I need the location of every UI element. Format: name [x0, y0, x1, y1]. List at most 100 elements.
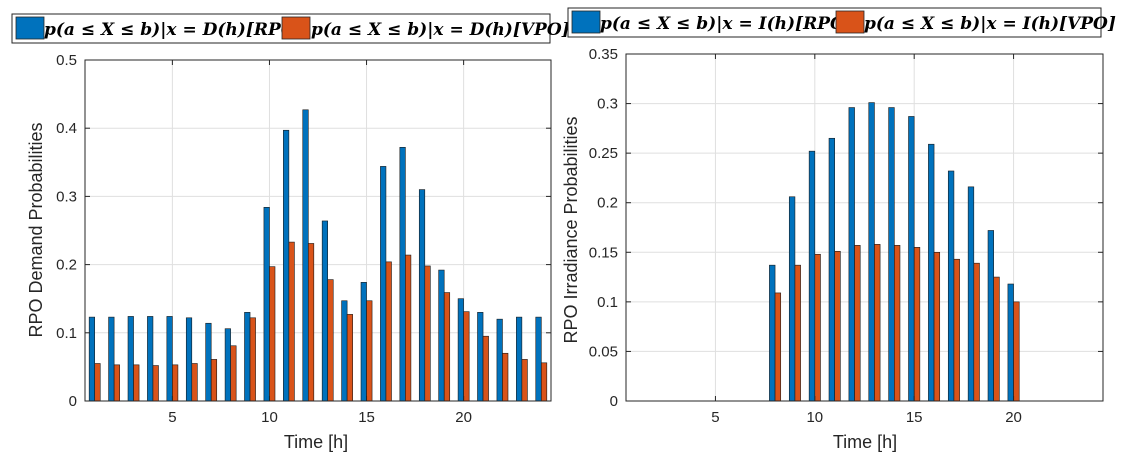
left-xtick-label-15: 15: [358, 409, 375, 426]
right-bar-vpo-14: [894, 245, 901, 402]
right-plot-background: [626, 54, 1103, 401]
right-bar-vpo-9: [794, 264, 801, 402]
left-bar-vpo-14: [346, 314, 353, 402]
right-xtick-label-20: 20: [1005, 409, 1022, 426]
right-legend: p(a ≤ X ≤ b)|x = I(h)[RPO] p(a ≤ X ≤ b)|…: [567, 7, 1116, 38]
right-ytick-label-5: 0.25: [589, 145, 618, 162]
left-bar-rpo-16: [380, 166, 387, 402]
left-bar-vpo-13: [327, 279, 334, 402]
left-y-axis-label: RPO Demand Probabilities: [26, 122, 46, 337]
left-bar-vpo-23: [521, 359, 528, 402]
left-bar-vpo-20: [463, 311, 470, 402]
left-bar-rpo-13: [321, 220, 329, 402]
left-ytick-label-4: 0.4: [56, 120, 77, 137]
right-ytick-label-1: 0.05: [589, 343, 618, 360]
left-bar-vpo-9: [249, 317, 256, 402]
right-ytick-label-2: 0.1: [597, 294, 618, 311]
left-bar-rpo-20: [457, 298, 464, 402]
left-bar-rpo-6: [185, 317, 193, 402]
left-bar-rpo-14: [341, 300, 348, 402]
left-legend-box: [11, 13, 551, 44]
right-bar-rpo-13: [868, 102, 875, 402]
left-plot-background: [85, 60, 551, 401]
right-bar-rpo-12: [848, 107, 855, 402]
right-bar-vpo-15: [913, 247, 921, 402]
left-legend: p(a ≤ X ≤ b)|x = D(h)[RPO] p(a ≤ X ≤ b)|…: [11, 13, 570, 44]
left-bar-vpo-4: [152, 365, 159, 402]
right-bar-vpo-12: [854, 245, 861, 402]
right-ytick-label-3: 0.15: [589, 244, 618, 261]
left-bar-rpo-18: [418, 189, 426, 402]
right-bar-vpo-8: [774, 292, 782, 402]
right-bar-vpo-13: [874, 244, 881, 402]
right-bar-vpo-11: [834, 250, 841, 402]
left-bar-rpo-15: [360, 282, 367, 402]
left-chart: p(a ≤ X ≤ b)|x = D(h)[RPO] p(a ≤ X ≤ b)|…: [11, 13, 570, 452]
right-ytick-label-7: 0.35: [589, 46, 618, 63]
left-plot-area: 5 10 15 20 0 0.1 0.2 0.3 0.4 0.5: [56, 52, 552, 426]
right-ytick-label-4: 0.2: [597, 195, 618, 212]
right-ytick-label-0: 0: [610, 393, 618, 410]
left-bar-rpo-1: [88, 316, 95, 402]
right-bar-rpo-18: [967, 186, 975, 402]
left-bar-vpo-19: [443, 292, 451, 402]
right-y-axis-label: RPO Irradiance Probabilities: [561, 116, 581, 343]
right-bar-rpo-17: [947, 170, 955, 402]
right-bar-vpo-17: [953, 258, 960, 402]
left-bar-vpo-15: [366, 300, 373, 402]
right-bar-rpo-10: [808, 150, 816, 402]
left-bar-vpo-21: [482, 335, 489, 402]
left-bar-vpo-17: [405, 254, 412, 402]
legend-swatch-vpo: [835, 10, 865, 34]
left-bar-vpo-7: [210, 359, 218, 402]
left-ytick-label-2: 0.2: [56, 257, 77, 274]
left-bar-rpo-17: [399, 147, 406, 402]
left-bar-rpo-3: [127, 316, 134, 402]
left-bar-rpo-23: [516, 316, 523, 402]
legend-swatch-rpo: [571, 10, 601, 34]
right-xtick-label-5: 5: [711, 409, 719, 426]
left-bar-vpo-16: [385, 261, 392, 402]
right-xtick-label-10: 10: [806, 409, 823, 426]
right-bar-rpo-19: [987, 230, 994, 402]
right-bar-rpo-9: [788, 196, 796, 402]
right-x-axis-label: Time [h]: [833, 432, 897, 452]
left-bar-rpo-2: [108, 316, 115, 402]
left-bar-rpo-5: [166, 316, 173, 402]
right-bar-vpo-16: [933, 251, 941, 402]
legend-swatch-rpo: [15, 16, 45, 40]
left-bar-rpo-11: [283, 129, 290, 402]
right-bar-rpo-14: [888, 107, 895, 402]
left-bar-vpo-18: [424, 265, 431, 402]
left-xtick-label-5: 5: [168, 409, 176, 426]
left-bar-rpo-4: [147, 316, 154, 402]
right-bar-vpo-18: [973, 262, 980, 402]
left-bar-vpo-10: [269, 266, 276, 402]
left-bar-vpo-2: [113, 364, 120, 402]
left-bar-rpo-12: [302, 109, 309, 402]
right-plot-area: 5 10 15 20 0 0.05 0.1 0.15 0.2 0.25 0.3 0.35: [589, 46, 1104, 426]
right-legend-box: [567, 7, 1102, 38]
legend-label-irradiance-vpo: p(a ≤ X ≤ b)|x = I(h)[VPO]: [864, 14, 1116, 34]
left-ytick-label-1: 0.1: [56, 325, 77, 342]
left-bar-rpo-10: [263, 207, 270, 402]
right-ytick-label-6: 0.3: [597, 96, 618, 113]
right-bar-vpo-20: [1013, 301, 1020, 402]
left-x-axis-label: Time [h]: [284, 432, 348, 452]
left-bar-rpo-19: [438, 269, 445, 402]
left-axes-box: [84, 59, 552, 402]
left-bar-vpo-1: [94, 363, 101, 402]
right-bar-rpo-15: [908, 116, 915, 402]
legend-label-demand-vpo: p(a ≤ X ≤ b)|x = D(h)[VPO]: [311, 20, 570, 40]
left-xtick-label-10: 10: [261, 409, 278, 426]
left-ytick-label-5: 0.5: [56, 52, 77, 69]
left-xtick-label-20: 20: [455, 409, 472, 426]
left-bar-rpo-21: [477, 312, 484, 402]
left-ytick-label-0: 0: [69, 393, 77, 410]
left-bar-rpo-24: [535, 316, 542, 402]
right-bar-vpo-19: [993, 276, 1000, 402]
left-bar-rpo-9: [244, 312, 251, 402]
legend-swatch-vpo: [281, 16, 311, 40]
left-bar-vpo-3: [133, 364, 140, 402]
